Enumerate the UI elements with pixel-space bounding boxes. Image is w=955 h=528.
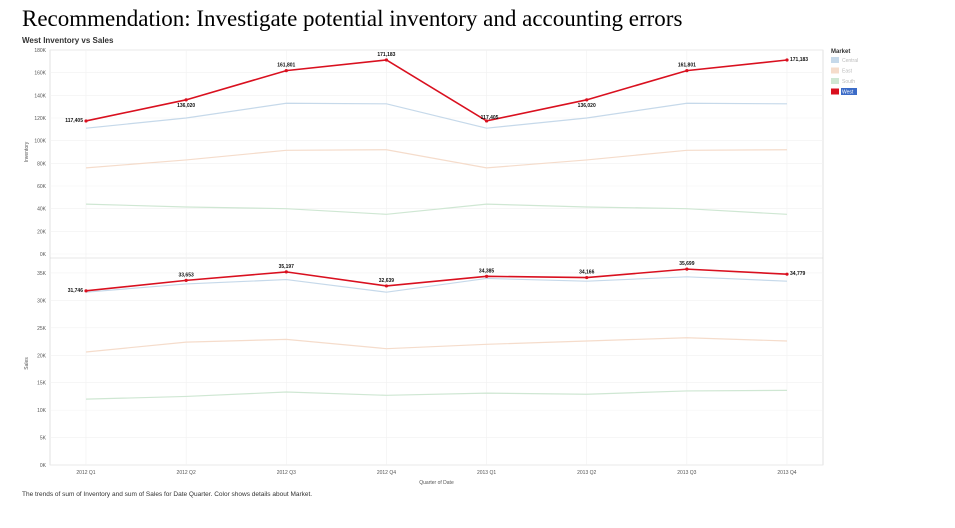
- legend-label-east: East: [842, 69, 853, 75]
- x-tick-label: 2013 Q4: [777, 470, 796, 476]
- y-tick-label: 0K: [40, 463, 47, 469]
- y-tick-label: 80K: [37, 161, 47, 167]
- data-point: [585, 275, 589, 280]
- legend-label-south: South: [842, 79, 855, 85]
- y-tick-label: 60K: [37, 184, 47, 190]
- data-label: 33,653: [178, 272, 194, 278]
- data-label: 31,746: [68, 288, 84, 294]
- data-label: 117,405: [65, 118, 83, 124]
- data-point: [84, 289, 88, 293]
- series-line-central: [85, 276, 788, 293]
- y-tick-label: 5K: [40, 436, 47, 442]
- x-tick-label: 2012 Q4: [377, 470, 396, 476]
- y-tick-label: 180K: [34, 48, 46, 54]
- x-tick-label: 2013 Q3: [677, 470, 696, 476]
- x-tick-label: 2012 Q3: [277, 470, 296, 476]
- data-label: 34,166: [579, 270, 595, 276]
- x-tick-label: 2012 Q2: [177, 470, 196, 476]
- plot-frame: [49, 49, 824, 466]
- series-line-east: [85, 149, 788, 169]
- legend-title: Market: [831, 49, 850, 55]
- x-tick-label: 2012 Q1: [76, 470, 95, 476]
- series-line-south: [85, 203, 788, 215]
- data-point: [685, 267, 689, 271]
- legend-label-central: Central: [842, 58, 858, 64]
- series-line-south: [85, 389, 788, 400]
- x-tick-label: 2013 Q2: [577, 470, 596, 476]
- series-line-west: [85, 268, 788, 292]
- y-tick-label: 20K: [37, 353, 47, 359]
- y-tick-label: 20K: [37, 229, 47, 235]
- data-label: 34,779: [790, 271, 806, 277]
- legend-swatch-south: [831, 78, 839, 84]
- data-label: 32,639: [379, 278, 395, 284]
- y-tick-label: 40K: [37, 207, 47, 213]
- data-point: [284, 69, 288, 73]
- x-tick-label: 2013 Q1: [477, 470, 496, 476]
- y-tick-label: 160K: [34, 71, 46, 77]
- y-tick-label: 15K: [37, 381, 47, 387]
- y-axis-title: Inventory: [24, 141, 30, 162]
- legend-swatch-east: [831, 67, 839, 74]
- y-tick-label: 100K: [34, 139, 46, 145]
- data-label: 161,801: [678, 63, 696, 69]
- series-line-central: [85, 102, 788, 129]
- y-tick-label: 30K: [37, 298, 47, 304]
- y-axis-title: Sales: [24, 357, 30, 370]
- data-point: [685, 69, 689, 73]
- y-tick-label: 25K: [37, 326, 47, 332]
- data-point: [484, 119, 489, 123]
- y-tick-label: 120K: [34, 116, 46, 122]
- data-label: 161,801: [277, 63, 295, 69]
- data-label: 117,405: [481, 115, 499, 121]
- data-point: [184, 278, 188, 282]
- legend-highlight: [841, 88, 857, 95]
- chart-title: West Inventory vs Sales: [22, 36, 114, 45]
- data-point: [785, 58, 789, 62]
- data-point: [384, 58, 389, 62]
- y-tick-label: 140K: [34, 93, 46, 99]
- data-label: 171,183: [790, 57, 808, 63]
- y-tick-label: 10K: [37, 408, 47, 414]
- series-line-east: [85, 337, 788, 353]
- headline: Recommendation: Investigate potential in…: [22, 6, 683, 31]
- data-point: [184, 98, 188, 102]
- series-line-west: [85, 59, 788, 122]
- data-label: 35,197: [279, 264, 295, 270]
- data-label: 35,699: [679, 261, 695, 267]
- x-axis-title: Quarter of Date: [419, 480, 454, 486]
- data-point: [84, 119, 88, 123]
- legend-swatch-west: [831, 88, 839, 95]
- data-point: [585, 98, 589, 102]
- chart-caption: The trends of sum of Inventory and sum o…: [22, 491, 313, 498]
- data-point: [384, 284, 389, 288]
- legend-swatch-central: [831, 57, 839, 63]
- data-label: 171,183: [377, 52, 395, 58]
- data-label: 34,385: [479, 268, 495, 274]
- data-point: [484, 274, 489, 278]
- data-label: 136,020: [578, 103, 596, 109]
- y-tick-label: 0K: [40, 252, 47, 258]
- data-label: 136,020: [177, 103, 195, 109]
- data-point: [785, 272, 789, 276]
- legend-label-west: West: [842, 90, 854, 96]
- y-tick-label: 35K: [37, 271, 47, 277]
- data-point: [284, 270, 288, 274]
